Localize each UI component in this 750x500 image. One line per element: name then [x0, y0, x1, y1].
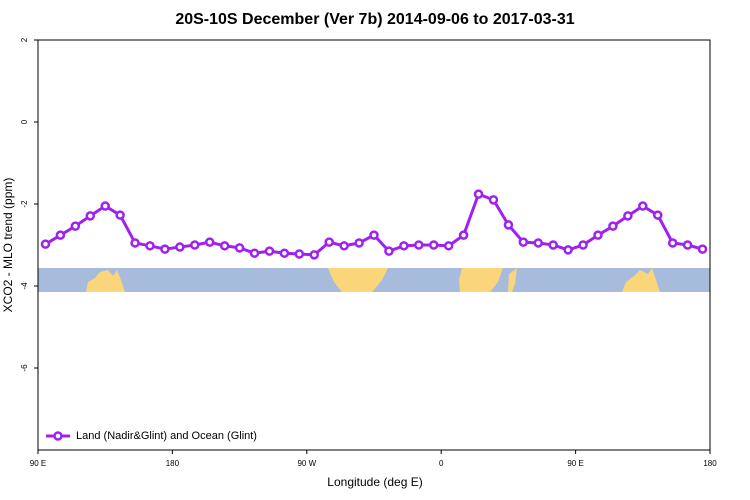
x-tick-label: 90 E: [567, 459, 583, 468]
data-point: [70, 221, 81, 231]
y-tick-label: 2: [20, 37, 29, 42]
data-point: [204, 237, 215, 247]
data-point: [160, 244, 170, 254]
data-point: [638, 201, 648, 211]
y-tick-label: 0: [20, 119, 29, 124]
data-point: [488, 195, 499, 205]
data-point: [219, 241, 230, 251]
data-point: [145, 241, 155, 251]
land-ocean-map: [38, 268, 710, 292]
data-point: [190, 240, 200, 250]
data-point: [414, 240, 424, 250]
data-point: [578, 240, 588, 250]
x-tick-label: 180: [166, 459, 180, 468]
data-point: [533, 238, 544, 248]
data-point: [55, 230, 66, 240]
data-point: [130, 238, 140, 248]
data-point: [294, 249, 305, 259]
chart-title: 20S-10S December (Ver 7b) 2014-09-06 to …: [175, 11, 574, 28]
data-point: [40, 239, 51, 249]
data-point: [264, 246, 275, 256]
data-point: [458, 230, 469, 240]
data-point: [249, 248, 260, 258]
data-point: [175, 242, 185, 252]
data-point: [667, 238, 678, 248]
y-tick-label: -2: [20, 200, 29, 208]
data-point: [399, 241, 409, 251]
legend-label: Land (Nadir&Glint) and Ocean (Glint): [76, 430, 257, 442]
data-point: [697, 244, 708, 254]
data-point: [324, 237, 334, 247]
data-point: [548, 240, 558, 250]
data-point: [115, 210, 125, 220]
y-tick-label: -6: [20, 364, 29, 372]
data-point: [354, 238, 364, 248]
x-tick-label: 90 W: [297, 459, 316, 468]
data-point: [339, 241, 349, 251]
data-point: [85, 211, 96, 221]
data-point: [518, 237, 529, 247]
plot-frame: [37, 39, 711, 451]
x-tick-label: 90 E: [30, 459, 46, 468]
data-point: [384, 246, 394, 256]
data-point: [473, 189, 484, 199]
x-axis-label: Longitude (deg E): [327, 475, 422, 489]
data-point: [309, 250, 320, 260]
data-point: [608, 221, 618, 231]
y-axis-label: XCO2 - MLO trend (ppm): [1, 178, 15, 313]
data-point: [100, 201, 110, 211]
legend-marker: [53, 431, 63, 441]
data-point: [279, 248, 290, 258]
data-point: [428, 240, 439, 250]
x-tick-label: 0: [439, 459, 444, 468]
data-point: [682, 240, 693, 250]
data-point: [234, 243, 245, 253]
series-line: [44, 192, 703, 257]
data-point: [593, 230, 603, 240]
data-point: [369, 230, 379, 240]
data-point: [503, 220, 514, 230]
data-point: [623, 211, 633, 221]
x-tick-label: 180: [703, 459, 717, 468]
y-tick-label: -4: [20, 282, 29, 290]
data-point: [563, 245, 573, 255]
data-point: [652, 210, 663, 220]
data-point: [443, 241, 454, 251]
